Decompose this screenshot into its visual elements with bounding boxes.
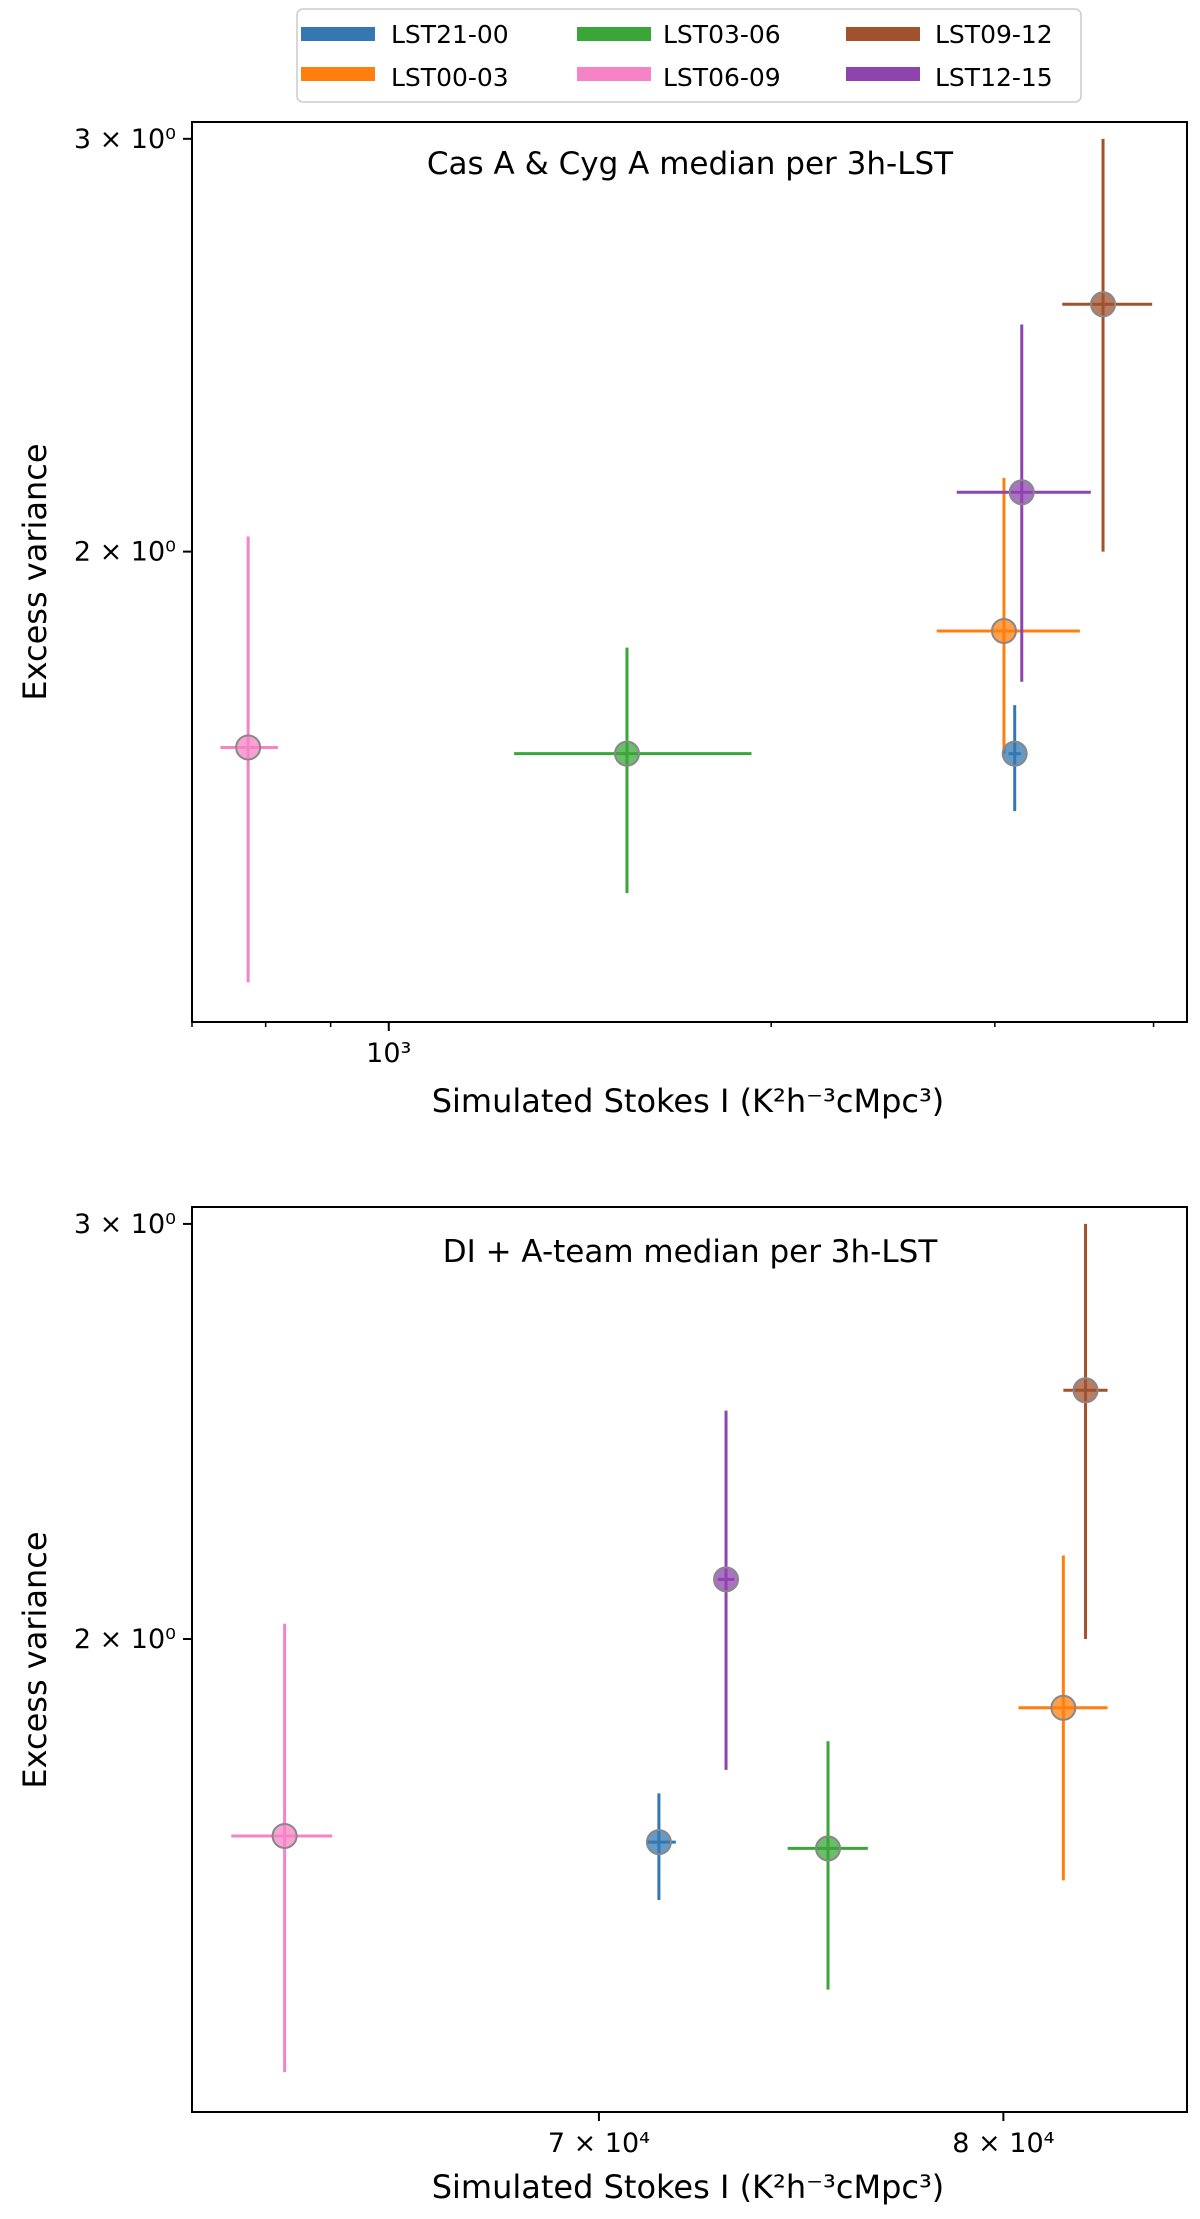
chart-title: DI + A-team median per 3h-LST [443, 1234, 939, 1270]
data-marker [235, 734, 262, 761]
legend-entry-6: LST12-15 [846, 63, 1053, 92]
legend-swatch [301, 67, 375, 81]
point-lst12-15 [713, 1410, 740, 1770]
data-marker [713, 1566, 740, 1593]
data-marker [645, 1829, 672, 1856]
plot-frame [191, 121, 1188, 1023]
panel-cas-cyg: Cas A & Cyg A median per 3h-LST Simulate… [16, 121, 1188, 1120]
data-marker [271, 1822, 298, 1849]
data-points [220, 138, 1153, 983]
legend-label: LST06-09 [663, 63, 781, 92]
y-tick-label: 3 × 10⁰ [74, 124, 176, 155]
x-ticks: 7 × 10⁴ 8 × 10⁴ [548, 2112, 1054, 2159]
legend-entry-2: LST03-06 [577, 20, 781, 49]
legend-label: LST12-15 [935, 63, 1053, 92]
legend-label: LST03-06 [663, 20, 781, 49]
legend-label: LST09-12 [935, 20, 1053, 49]
legend-entry-4: LST00-03 [301, 63, 509, 92]
point-lst00-03 [936, 477, 1080, 754]
legend-entry-3: LST09-12 [846, 20, 1053, 49]
y-tick-label: 2 × 10⁰ [74, 537, 176, 568]
point-lst03-06 [514, 647, 752, 894]
x-tick-label: 10³ [366, 1038, 411, 1069]
chart-title: Cas A & Cyg A median per 3h-LST [427, 146, 954, 182]
x-tick-label: 7 × 10⁴ [548, 2128, 650, 2159]
data-marker [815, 1835, 842, 1862]
x-axis-label: Simulated Stokes I (K²h⁻³cMpc³) [432, 1082, 945, 1120]
legend-entry-5: LST06-09 [577, 63, 781, 92]
x-tick-label: 8 × 10⁴ [952, 2128, 1054, 2159]
plot-frame [191, 1206, 1188, 2113]
minor-ticks [191, 1022, 1155, 1027]
point-lst00-03 [1018, 1555, 1108, 1881]
legend-swatch [577, 67, 651, 81]
legend-label: LST21-00 [391, 20, 509, 49]
point-lst21-00 [1001, 705, 1028, 812]
legend-swatch [846, 27, 920, 41]
data-marker [1050, 1694, 1077, 1721]
data-marker [1090, 291, 1117, 318]
legend-swatch [301, 27, 375, 41]
legend-label: LST00-03 [391, 63, 509, 92]
y-tick-label: 3 × 10⁰ [74, 1209, 176, 1240]
data-marker [1001, 740, 1028, 767]
y-axis-label: Excess variance [16, 443, 54, 700]
point-lst09-12 [1062, 138, 1153, 552]
data-points [231, 1223, 1108, 2073]
legend-swatch [846, 67, 920, 81]
data-marker [1008, 479, 1035, 506]
x-ticks: 10³ [366, 1022, 411, 1069]
point-lst21-00 [645, 1793, 676, 1900]
point-lst06-09 [231, 1623, 333, 2073]
y-axis-label: Excess variance [16, 1531, 54, 1788]
point-lst12-15 [956, 324, 1091, 682]
panel-di-ateam: DI + A-team median per 3h-LST Simulated … [16, 1206, 1188, 2206]
data-marker [613, 740, 640, 767]
point-lst06-09 [220, 536, 278, 983]
point-lst03-06 [787, 1741, 868, 1990]
legend-swatch [577, 27, 651, 41]
point-lst09-12 [1063, 1223, 1108, 1640]
data-marker [1072, 1377, 1099, 1404]
data-marker [990, 617, 1017, 644]
y-ticks: 2 × 10⁰ 3 × 10⁰ [74, 124, 192, 568]
y-ticks: 2 × 10⁰ 3 × 10⁰ [74, 1209, 192, 1655]
legend: LST21-00 LST03-06 LST09-12 LST00-03 LST0… [296, 8, 1082, 103]
x-axis-label: Simulated Stokes I (K²h⁻³cMpc³) [432, 2168, 945, 2206]
legend-entry-1: LST21-00 [301, 20, 509, 49]
y-tick-label: 2 × 10⁰ [74, 1624, 176, 1655]
